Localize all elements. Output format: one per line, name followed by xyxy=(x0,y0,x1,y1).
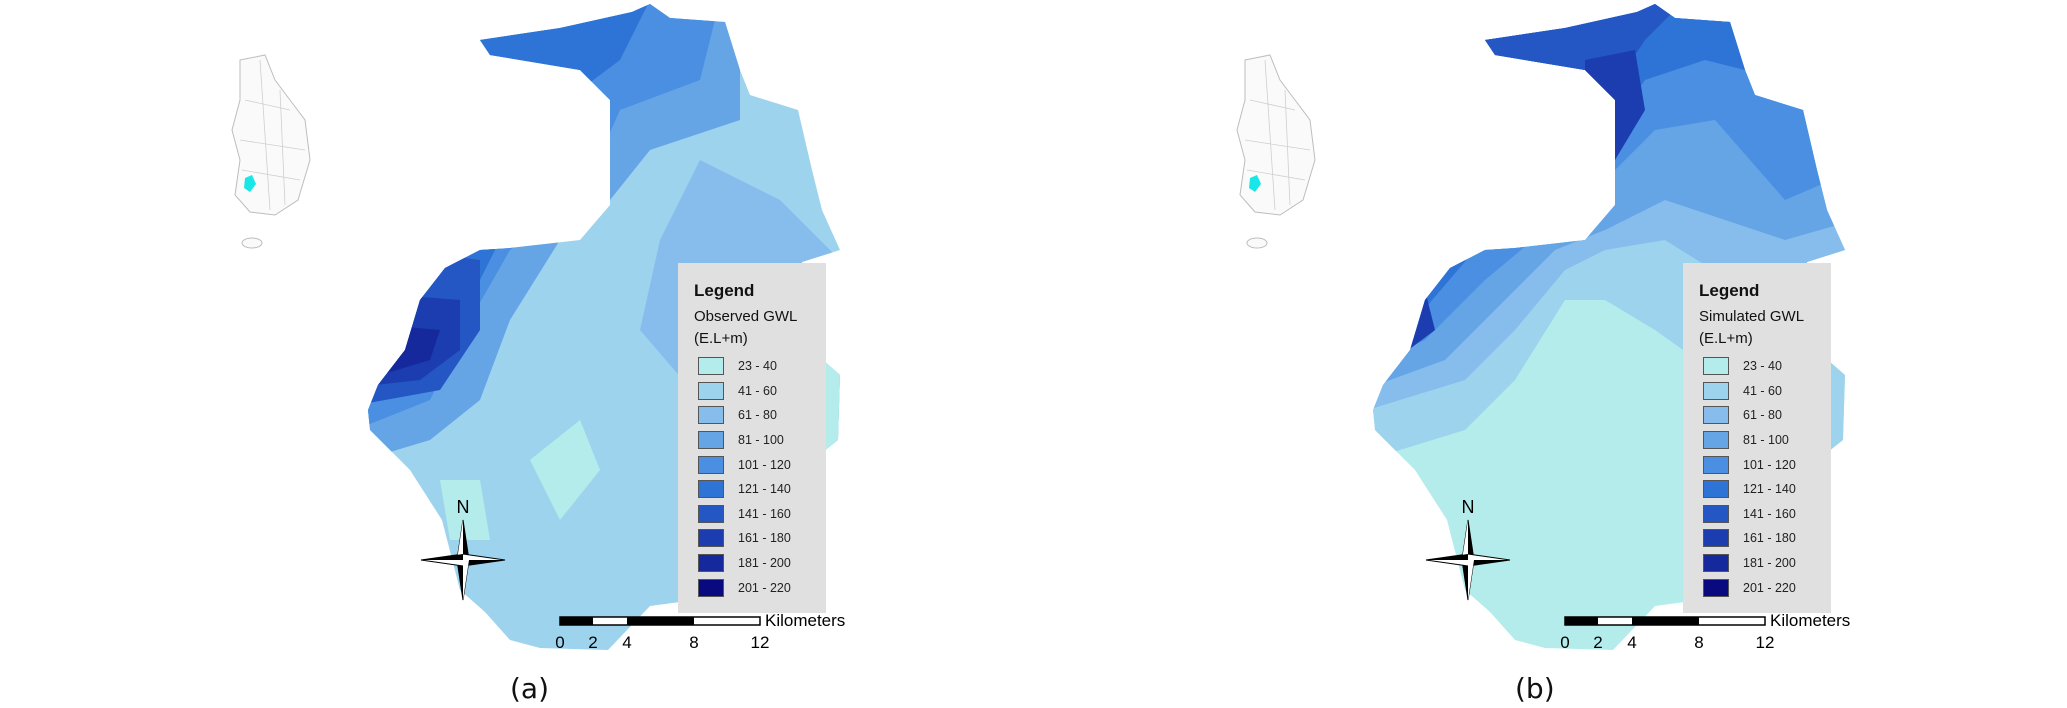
legend-swatch xyxy=(698,431,724,450)
legend-class-item: 61 - 80 xyxy=(1703,403,1796,428)
north-label: N xyxy=(1462,497,1475,517)
legend-range: 141 - 160 xyxy=(738,506,791,521)
legend-range: 161 - 180 xyxy=(1743,531,1796,546)
legend-title: Legend xyxy=(694,281,755,300)
legend-range: 61 - 80 xyxy=(1743,408,1782,423)
legend-class-item: 141 - 160 xyxy=(698,502,791,527)
legend-variable: Observed GWL xyxy=(694,308,798,325)
groundwater-map-simulated: N Kilometers 0 2 4 8 12 xyxy=(1236,4,1850,652)
legend-class-item: 121 - 140 xyxy=(1703,477,1796,502)
scale-bar: Kilometers 0 2 4 8 12 xyxy=(555,611,845,652)
legend-class-item: 23 - 40 xyxy=(1703,354,1796,379)
inset-korea-map xyxy=(1236,54,1316,249)
legend-title: Legend xyxy=(1699,281,1760,300)
scale-unit: Kilometers xyxy=(765,611,845,630)
legend-range: 181 - 200 xyxy=(738,556,791,571)
scale-tick: 12 xyxy=(1756,633,1775,652)
legend-range: 23 - 40 xyxy=(1743,359,1782,374)
north-label: N xyxy=(457,497,470,517)
legend-swatch xyxy=(1703,554,1729,573)
legend-range: 61 - 80 xyxy=(738,408,777,423)
legend-range: 41 - 60 xyxy=(1743,383,1782,398)
legend-swatch xyxy=(698,529,724,548)
legend-variable: Simulated GWL xyxy=(1699,308,1805,325)
legend-range: 121 - 140 xyxy=(1743,482,1796,497)
legend-swatch xyxy=(698,504,724,523)
legend-class-item: 201 - 220 xyxy=(1703,575,1796,600)
legend-range: 81 - 100 xyxy=(1743,433,1789,448)
legend-swatch xyxy=(698,554,724,573)
legend-class-list: 23 - 40 41 - 60 61 - 80 81 - 100 101 - 1… xyxy=(1703,354,1796,600)
legend-swatch xyxy=(698,357,724,376)
panel-caption: (b) xyxy=(1515,672,1555,705)
scale-tick: 8 xyxy=(1694,633,1703,652)
legend-class-item: 121 - 140 xyxy=(698,477,791,502)
panel-caption: (a) xyxy=(510,672,550,705)
legend-observed: Legend Observed GWL (E.L+m) 23 - 40 41 -… xyxy=(678,263,826,613)
legend-class-item: 61 - 80 xyxy=(698,403,791,428)
legend-class-item: 101 - 120 xyxy=(698,452,791,477)
legend-class-item: 181 - 200 xyxy=(698,551,791,576)
legend-swatch xyxy=(1703,529,1729,548)
legend-swatch xyxy=(1703,504,1729,523)
legend-range: 101 - 120 xyxy=(738,457,791,472)
legend-swatch xyxy=(698,381,724,400)
legend-swatch xyxy=(698,480,724,499)
legend-swatch xyxy=(698,406,724,425)
legend-class-list: 23 - 40 41 - 60 61 - 80 81 - 100 101 - 1… xyxy=(698,354,791,600)
inset-korea-map xyxy=(231,54,311,249)
scale-tick: 2 xyxy=(1593,633,1602,652)
legend-class-item: 41 - 60 xyxy=(1703,379,1796,404)
scale-tick: 4 xyxy=(1627,633,1636,652)
north-arrow-icon xyxy=(420,519,506,601)
scale-unit: Kilometers xyxy=(1770,611,1850,630)
legend-range: 121 - 140 xyxy=(738,482,791,497)
map-panel-b: N Kilometers 0 2 4 8 12 Legend Simulated… xyxy=(1185,0,2067,708)
legend-swatch xyxy=(1703,578,1729,597)
scale-bar: Kilometers 0 2 4 8 12 xyxy=(1560,611,1850,652)
legend-range: 101 - 120 xyxy=(1743,457,1796,472)
legend-swatch xyxy=(1703,431,1729,450)
legend-range: 161 - 180 xyxy=(738,531,791,546)
legend-range: 81 - 100 xyxy=(738,433,784,448)
legend-range: 23 - 40 xyxy=(738,359,777,374)
legend-class-item: 161 - 180 xyxy=(698,526,791,551)
scale-tick: 12 xyxy=(751,633,770,652)
legend-class-item: 141 - 160 xyxy=(1703,502,1796,527)
legend-class-item: 101 - 120 xyxy=(1703,452,1796,477)
legend-class-item: 161 - 180 xyxy=(1703,526,1796,551)
legend-class-item: 81 - 100 xyxy=(698,428,791,453)
legend-unit: (E.L+m) xyxy=(1699,330,1753,347)
legend-class-item: 201 - 220 xyxy=(698,575,791,600)
legend-range: 141 - 160 xyxy=(1743,506,1796,521)
legend-range: 41 - 60 xyxy=(738,383,777,398)
legend-swatch xyxy=(698,455,724,474)
legend-class-item: 181 - 200 xyxy=(1703,551,1796,576)
legend-swatch xyxy=(1703,455,1729,474)
legend-class-item: 41 - 60 xyxy=(698,379,791,404)
legend-swatch xyxy=(698,578,724,597)
legend-swatch xyxy=(1703,381,1729,400)
scale-tick: 0 xyxy=(555,633,564,652)
legend-range: 201 - 220 xyxy=(738,580,791,595)
legend-swatch xyxy=(1703,406,1729,425)
scale-tick: 4 xyxy=(622,633,631,652)
map-panel-a: N Kilometers 0 2 4 8 12 Legend Observed … xyxy=(180,0,1180,708)
scale-tick: 2 xyxy=(588,633,597,652)
scale-tick: 0 xyxy=(1560,633,1569,652)
legend-unit: (E.L+m) xyxy=(694,330,748,347)
legend-swatch xyxy=(1703,357,1729,376)
legend-class-item: 81 - 100 xyxy=(1703,428,1796,453)
legend-class-item: 23 - 40 xyxy=(698,354,791,379)
legend-range: 201 - 220 xyxy=(1743,580,1796,595)
legend-swatch xyxy=(1703,480,1729,499)
north-arrow-icon xyxy=(1425,519,1511,601)
legend-range: 181 - 200 xyxy=(1743,556,1796,571)
scale-tick: 8 xyxy=(689,633,698,652)
legend-simulated: Legend Simulated GWL (E.L+m) 23 - 40 41 … xyxy=(1683,263,1831,613)
